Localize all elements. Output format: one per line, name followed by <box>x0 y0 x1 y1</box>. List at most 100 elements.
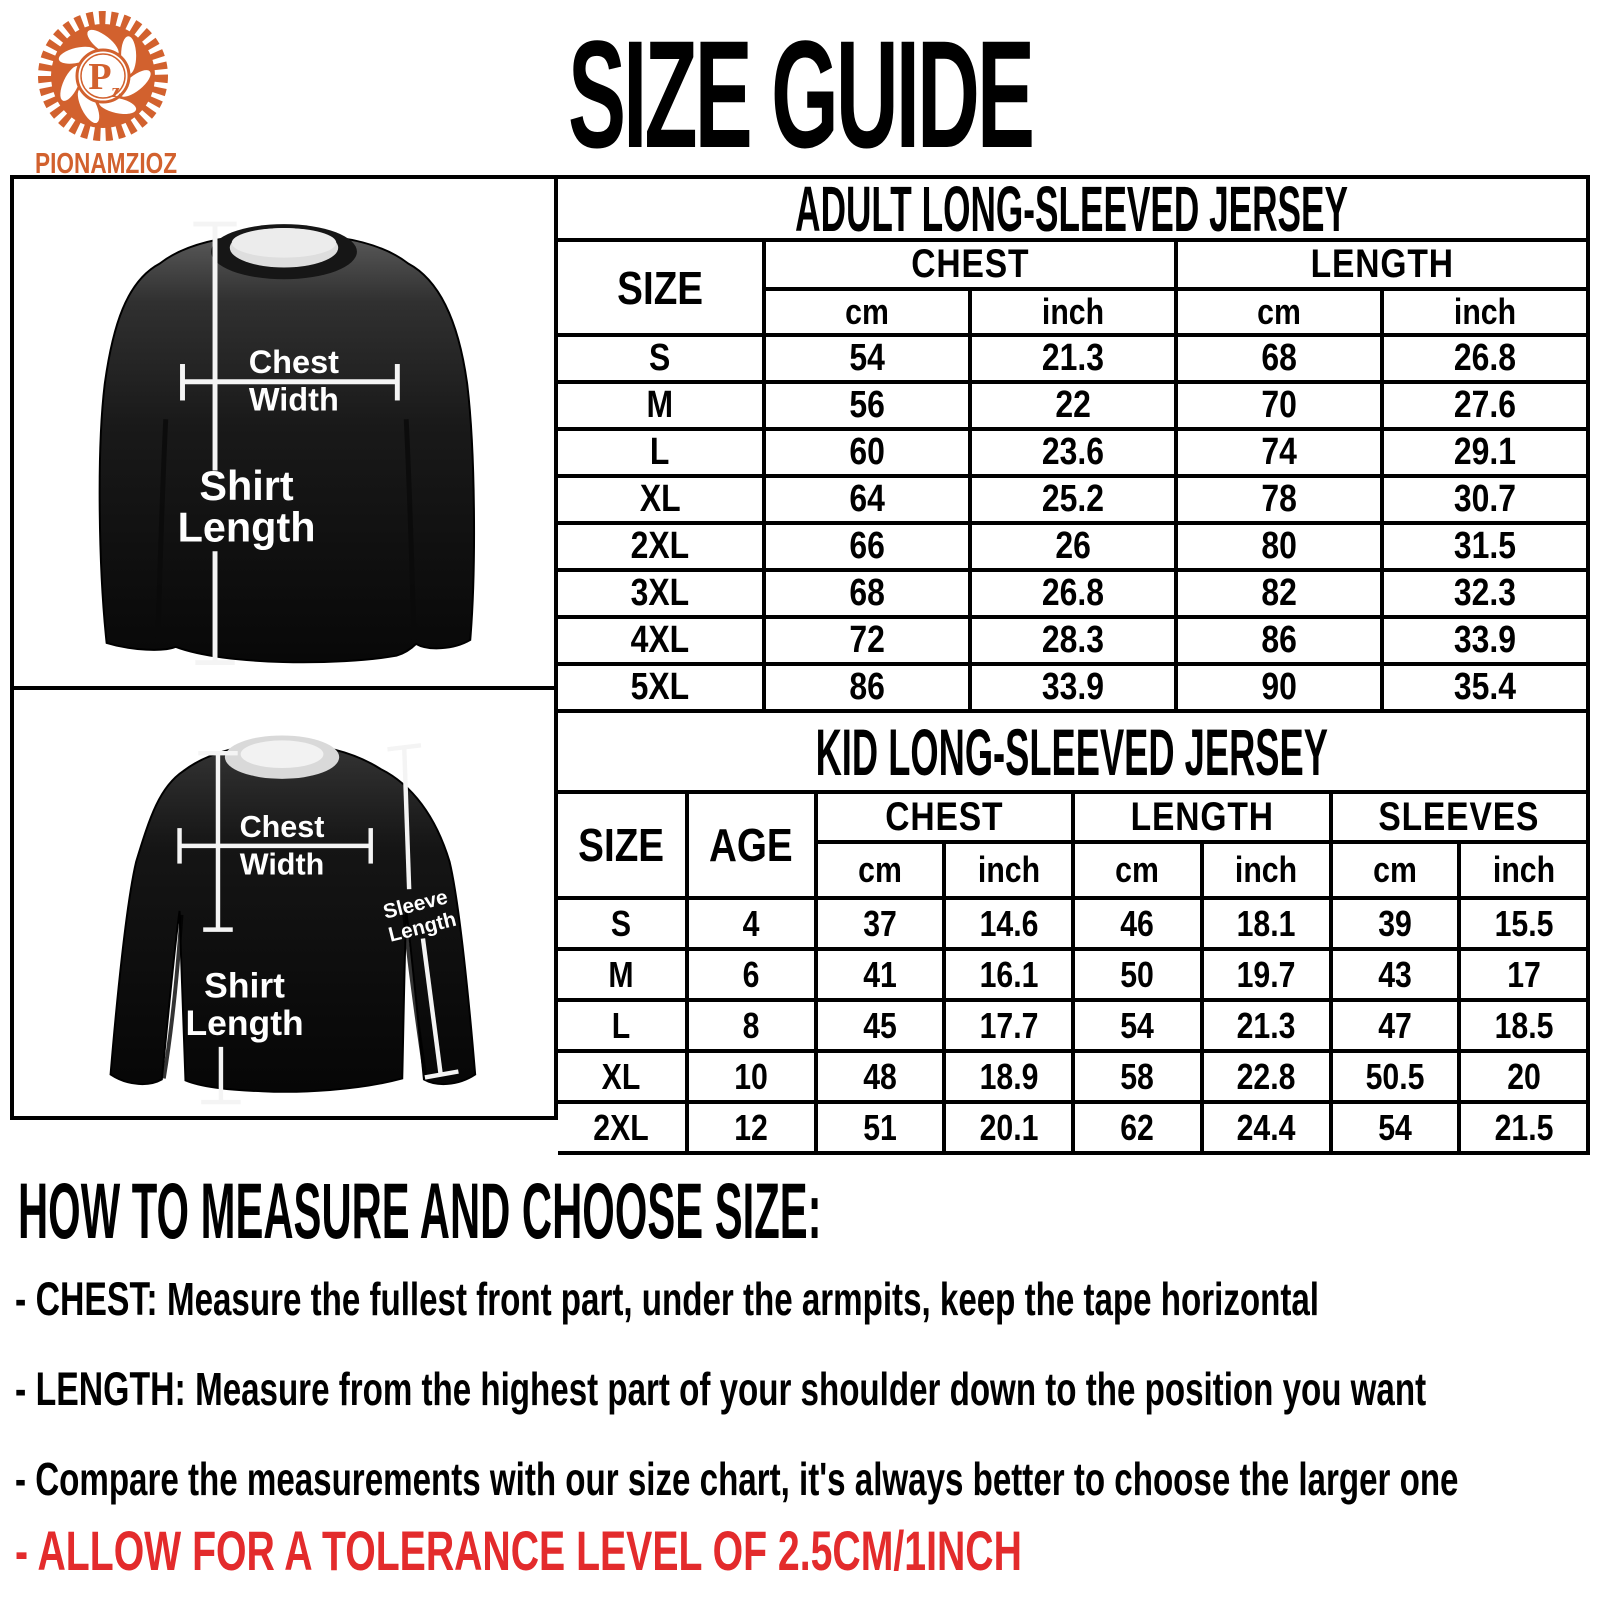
unit-header: inch <box>968 287 1178 337</box>
table-cell: 54 <box>762 333 972 384</box>
table-cell: 15.5 <box>1457 896 1590 951</box>
table-cell: 25.2 <box>968 474 1178 525</box>
table-cell: 26.8 <box>968 568 1178 619</box>
table-cell: 62 <box>1071 1100 1204 1155</box>
table-cell: 64 <box>762 474 972 525</box>
table-cell: M <box>558 947 689 1002</box>
table-cell: 47 <box>1328 998 1462 1053</box>
table-cell: 20 <box>1457 1049 1590 1104</box>
table-cell: 17 <box>1457 947 1590 1002</box>
table-cell: 51 <box>813 1100 947 1155</box>
monogram-sub: z <box>112 81 121 102</box>
table-cell: 17.7 <box>942 998 1075 1053</box>
table-cell: 86 <box>1174 615 1384 666</box>
table-cell: 10 <box>684 1049 818 1104</box>
table-cell: 46 <box>1071 896 1204 951</box>
table-row: 5XL 86 33.9 90 35.4 <box>558 662 1590 713</box>
table-cell: 86 <box>762 662 972 713</box>
unit-header: inch <box>1457 840 1590 900</box>
table-row: XL 64 25.2 78 30.7 <box>558 474 1590 525</box>
unit-header: cm <box>1071 840 1204 900</box>
svg-text:Length: Length <box>185 1003 303 1043</box>
table-cell: 74 <box>1174 427 1384 478</box>
table-cell: 8 <box>684 998 818 1053</box>
table-cell: 41 <box>813 947 947 1002</box>
table-row: L 60 23.6 74 29.1 <box>558 427 1590 478</box>
chest-instruction: - CHEST: Measure the fullest front part,… <box>15 1273 1319 1325</box>
chest-width-label: Chest <box>249 344 339 380</box>
unit-header: inch <box>942 840 1075 900</box>
kid-jersey-diagram: Chest Width Shirt Length Sleeve Length <box>14 690 554 1116</box>
table-cell: 23.6 <box>968 427 1178 478</box>
table-cell: M <box>558 380 766 431</box>
table-cell: S <box>558 333 766 384</box>
table-cell: 29.1 <box>1380 427 1590 478</box>
table-cell: 70 <box>1174 380 1384 431</box>
page-title: SIZE GUIDE <box>567 7 1035 180</box>
table-cell: 18.1 <box>1199 896 1333 951</box>
table-row: 2XL 66 26 80 31.5 <box>558 521 1590 572</box>
table-cell: 45 <box>813 998 947 1053</box>
table-cell: 21.5 <box>1457 1100 1590 1155</box>
table-row: S 54 21.3 68 26.8 <box>558 333 1590 384</box>
table-row: L 8 45 17.7 54 21.3 47 18.5 <box>558 998 1590 1053</box>
column-header-sleeves: SLEEVES <box>1328 794 1590 844</box>
table-cell: L <box>558 998 689 1053</box>
column-header-length: LENGTH <box>1071 794 1333 844</box>
table-cell: 5XL <box>558 662 766 713</box>
table-cell: 90 <box>1174 662 1384 713</box>
kid-table-title: KID LONG-SLEEVED JERSEY <box>558 713 1590 794</box>
table-cell: 68 <box>762 568 972 619</box>
jersey-diagrams-panel: Chest Width Shirt Length <box>10 175 558 1120</box>
table-row: XL 10 48 18.9 58 22.8 50.5 20 <box>558 1049 1590 1104</box>
tolerance-note: - ALLOW FOR A TOLERANCE LEVEL OF 2.5CM/1… <box>15 1519 1022 1582</box>
table-cell: 2XL <box>558 1100 689 1155</box>
unit-header: inch <box>1199 840 1333 900</box>
brand-logo: P z PIONAMZIOZ <box>15 6 191 180</box>
table-cell: 58 <box>1071 1049 1204 1104</box>
table-cell: 80 <box>1174 521 1384 572</box>
table-cell: 19.7 <box>1199 947 1333 1002</box>
table-cell: 28.3 <box>968 615 1178 666</box>
column-header-chest: CHEST <box>813 794 1075 844</box>
table-cell: 33.9 <box>1380 615 1590 666</box>
table-cell: 22.8 <box>1199 1049 1333 1104</box>
table-cell: 37 <box>813 896 947 951</box>
column-header-chest: CHEST <box>762 242 1178 291</box>
table-cell: XL <box>558 474 766 525</box>
table-cell: 48 <box>813 1049 947 1104</box>
table-row: S 4 37 14.6 46 18.1 39 15.5 <box>558 896 1590 951</box>
table-cell: 31.5 <box>1380 521 1590 572</box>
svg-text:Length: Length <box>178 504 316 550</box>
sleeve-measure-line <box>402 747 412 890</box>
brand-name: PIONAMZIOZ <box>35 148 178 180</box>
table-cell: 33.9 <box>968 662 1178 713</box>
svg-text:Width: Width <box>240 847 325 881</box>
table-cell: 68 <box>1174 333 1384 384</box>
unit-header: cm <box>1328 840 1462 900</box>
adult-size-table: SIZE CHEST LENGTH cm inch cm inch S 54 21.… <box>558 242 1590 713</box>
table-cell: 39 <box>1328 896 1462 951</box>
chest-width-label: Chest <box>240 810 325 844</box>
table-cell: 21.3 <box>968 333 1178 384</box>
table-cell: 54 <box>1328 1100 1462 1155</box>
unit-header: cm <box>1174 287 1384 337</box>
table-cell: 4XL <box>558 615 766 666</box>
table-cell: 20.1 <box>942 1100 1075 1155</box>
compare-instruction: - Compare the measurements with our size… <box>15 1453 1459 1505</box>
table-cell: 35.4 <box>1380 662 1590 713</box>
unit-header: inch <box>1380 287 1590 337</box>
table-cell: 2XL <box>558 521 766 572</box>
table-cell: 50 <box>1071 947 1204 1002</box>
length-instruction: - LENGTH: Measure from the highest part … <box>15 1363 1427 1415</box>
table-cell: 78 <box>1174 474 1384 525</box>
table-cell: 6 <box>684 947 818 1002</box>
how-to-heading: HOW TO MEASURE AND CHOOSE SIZE: <box>18 1167 822 1256</box>
table-cell: 56 <box>762 380 972 431</box>
table-cell: 50.5 <box>1328 1049 1462 1104</box>
table-cell: 4 <box>684 896 818 951</box>
monogram-main: P <box>88 56 111 98</box>
table-cell: 43 <box>1328 947 1462 1002</box>
table-cell: 66 <box>762 521 972 572</box>
